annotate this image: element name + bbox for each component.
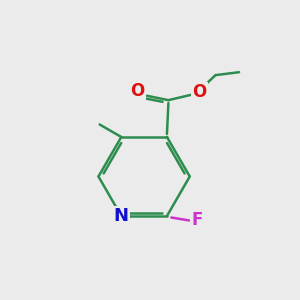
Text: F: F: [191, 212, 203, 230]
Text: N: N: [114, 207, 129, 225]
Text: O: O: [192, 83, 206, 101]
Text: O: O: [130, 82, 145, 100]
